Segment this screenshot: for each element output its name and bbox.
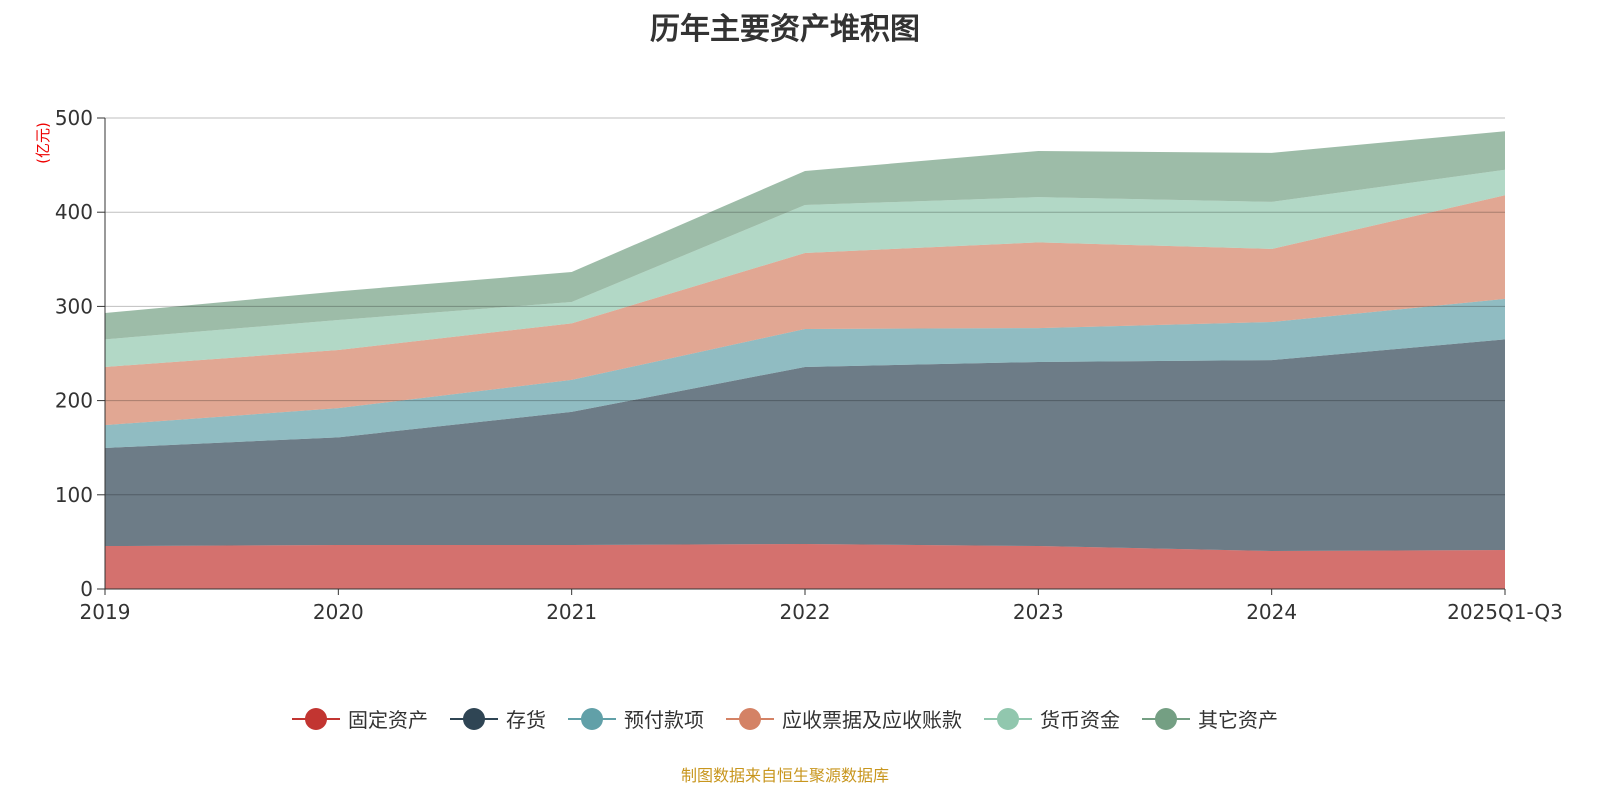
y-tick-label: 0	[80, 577, 93, 601]
legend-label: 应收票据及应收账款	[782, 708, 962, 732]
y-tick-label: 400	[55, 200, 93, 224]
y-tick-label: 100	[55, 483, 93, 507]
legend-item[interactable]: 固定资产	[292, 704, 428, 733]
legend-item[interactable]: 应收票据及应收账款	[726, 704, 962, 733]
area-series-2	[105, 298, 1505, 448]
x-tick-label: 2019	[80, 600, 131, 624]
legend-item[interactable]: 其它资产	[1142, 704, 1278, 733]
legend-item[interactable]: 预付款项	[568, 704, 704, 733]
legend-label: 其它资产	[1198, 708, 1278, 732]
legend-item[interactable]: 存货	[450, 704, 546, 733]
x-tick-label: 2022	[780, 600, 831, 624]
source-note: 制图数据来自恒生聚源数据库	[680, 766, 889, 785]
legend-marker-icon	[292, 707, 340, 731]
area-series-5	[105, 131, 1505, 340]
y-axis-label: (亿元)	[34, 122, 52, 164]
legend-marker-icon	[984, 707, 1032, 731]
legend-label: 固定资产	[348, 708, 428, 732]
area-series-3	[105, 195, 1505, 426]
x-tick-label: 2024	[1246, 600, 1297, 624]
x-tick-label: 2025Q1-Q3	[1447, 600, 1563, 624]
legend-label: 预付款项	[624, 708, 704, 732]
legend-marker-icon	[450, 707, 498, 731]
chart-title: 历年主要资产堆积图	[650, 12, 920, 47]
x-tick-label: 2021	[546, 600, 597, 624]
legend-label: 货币资金	[1040, 708, 1120, 732]
legend-marker-icon	[1142, 707, 1190, 731]
y-tick-label: 300	[55, 294, 93, 318]
legend-marker-icon	[568, 707, 616, 731]
stacked-area-chart: 0 100 200 300 400 500(亿元) 2019 2020 2021 2022 2023…	[34, 106, 1563, 624]
legend-item[interactable]: 货币资金	[984, 704, 1120, 733]
area-series-0	[105, 543, 1505, 589]
area-series-1	[105, 339, 1505, 552]
area-series-4	[105, 169, 1505, 367]
legend: 固定资产 存货 预付款项 应收票据及应收账款 货币资金 其它资产	[0, 704, 1570, 733]
y-tick-label: 500	[55, 106, 93, 130]
x-tick-label: 2023	[1013, 600, 1064, 624]
y-tick-label: 200	[55, 389, 93, 413]
legend-label: 存货	[506, 708, 546, 732]
legend-marker-icon	[726, 707, 774, 731]
x-tick-label: 2020	[313, 600, 364, 624]
